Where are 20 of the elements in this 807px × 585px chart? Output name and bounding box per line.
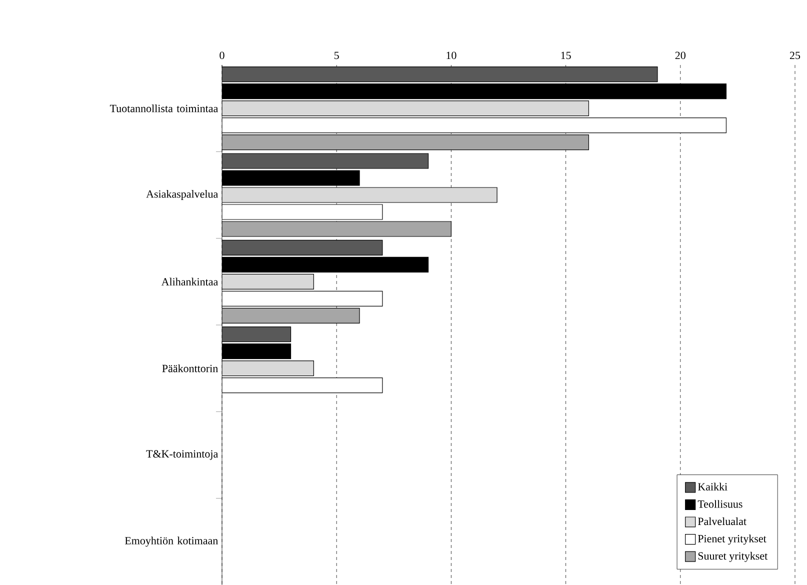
- bar: [222, 221, 452, 237]
- y-tick-label: Alihankintaa: [161, 278, 218, 286]
- y-tick-label: Asiakaspalvelua: [146, 190, 218, 200]
- x-tick-label: 5: [334, 52, 339, 60]
- x-tick-label: 0: [220, 52, 224, 60]
- legend-label: Kaikki: [698, 482, 728, 491]
- x-tick-label: 15: [561, 52, 571, 60]
- x-tick-label: 10: [446, 52, 456, 60]
- bar: [222, 134, 590, 150]
- y-tick-label: Emoyhtiön kotimaan: [124, 536, 218, 547]
- x-tick-label: 20: [675, 52, 686, 60]
- legend-label: Suuret yritykset: [698, 552, 768, 562]
- y-tick-label: Pääkonttorin: [162, 364, 218, 372]
- y-tick-label: T&K-toimintoja: [146, 450, 218, 460]
- legend-label: Palvelualat: [698, 517, 746, 526]
- y-tick-label: Tuotannollista toimintaa: [110, 104, 218, 112]
- bar: [222, 308, 360, 324]
- x-tick-label: 25: [790, 52, 800, 60]
- legend-label: Teollisuus: [698, 500, 742, 508]
- legend-label: Pienet yritykset: [698, 534, 766, 545]
